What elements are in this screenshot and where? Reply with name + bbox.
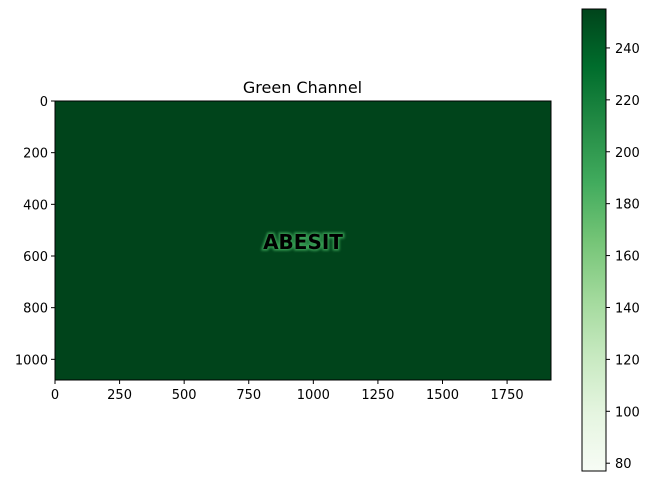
x-tick-label: 1000 — [297, 388, 330, 403]
colorbar: 80 100 120 140 160 180 200 220 240 — [581, 8, 640, 472]
colorbar-tick-label: 220 — [615, 94, 640, 109]
colorbar-tick-label: 240 — [615, 42, 640, 57]
y-tick-label: 800 — [23, 302, 48, 317]
plot-frame — [54, 100, 552, 381]
x-tick-label: 0 — [51, 388, 59, 403]
x-tick-label: 1500 — [426, 388, 459, 403]
x-tick-label: 500 — [172, 388, 197, 403]
colorbar-gradient — [581, 8, 607, 472]
y-tick-label: 200 — [23, 147, 48, 162]
y-tick-label: 1000 — [15, 353, 48, 368]
heatmap-text-halo: ABESIT — [263, 230, 343, 254]
x-tick-label: 1750 — [491, 388, 524, 403]
colorbar-tick-label: 180 — [615, 198, 640, 213]
x-tick-label: 750 — [236, 388, 261, 403]
colorbar-tick-label: 140 — [615, 301, 640, 316]
colorbar-tick-label: 160 — [615, 250, 640, 265]
y-tick-label: 400 — [23, 198, 48, 213]
x-tick-label: 1250 — [361, 388, 394, 403]
y-axis: 0 200 400 600 800 1000 — [15, 95, 55, 368]
colorbar-tick-label: 80 — [615, 457, 632, 472]
x-tick-label: 250 — [107, 388, 132, 403]
colorbar-tick-label: 100 — [615, 405, 640, 420]
x-axis: 0 250 500 750 1000 1250 1500 1750 — [51, 380, 524, 403]
colorbar-ticks: 80 100 120 140 160 180 200 220 240 — [606, 42, 640, 472]
y-tick-label: 0 — [40, 95, 48, 110]
y-tick-label: 600 — [23, 250, 48, 265]
colorbar-tick-label: 200 — [615, 146, 640, 161]
heatmap-image: ABESIT ABESIT — [55, 101, 551, 380]
heatmap-background — [55, 101, 551, 380]
chart-title: Green Channel — [243, 78, 362, 97]
colorbar-tick-label: 120 — [615, 353, 640, 368]
heatmap-text: ABESIT — [263, 230, 343, 254]
